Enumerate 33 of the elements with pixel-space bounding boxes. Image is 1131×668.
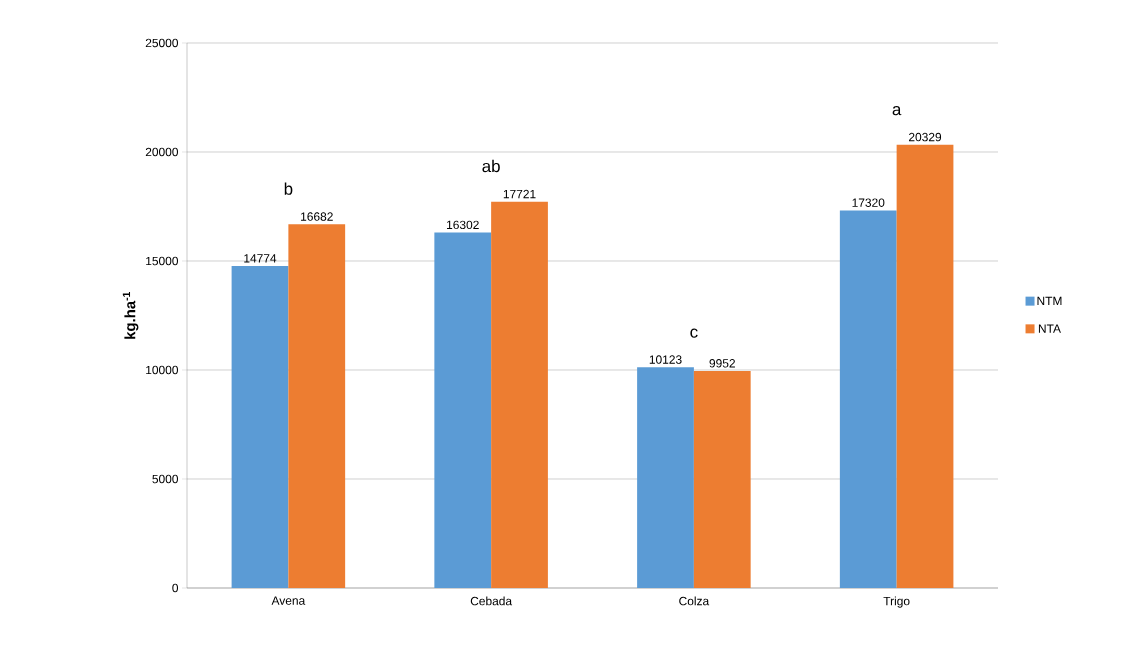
bar (491, 201, 548, 588)
data-label: 10123 (649, 355, 682, 364)
bar (839, 210, 897, 588)
bar (434, 232, 492, 588)
data-label: 16682 (301, 212, 333, 221)
x-tick-label: Avena (271, 596, 306, 605)
legend-label: NTA (1038, 324, 1061, 333)
data-label: 9952 (709, 359, 735, 368)
y-axis-title: kg.ha$^{-1}$ (122, 291, 139, 339)
legend-label: NTM (1037, 296, 1062, 306)
y-tick-label: 20000 (145, 147, 179, 157)
x-tick-label: Colza (679, 596, 710, 606)
annotation: c (690, 328, 698, 338)
x-tick-label: Trigo (883, 596, 910, 608)
y-tick-label: 10000 (146, 365, 179, 375)
data-label: 16302 (447, 220, 479, 230)
bar (637, 367, 694, 588)
y-tick-label: 15000 (146, 256, 179, 266)
annotation: a (892, 106, 902, 116)
bar (288, 224, 346, 588)
data-label: 14774 (244, 254, 277, 263)
y-tick-label: 25000 (145, 38, 179, 48)
data-label: 17320 (852, 198, 885, 207)
data-label: 17721 (503, 189, 536, 199)
data-label: 20329 (908, 132, 942, 142)
annotation: b (284, 182, 293, 195)
bar (693, 371, 751, 588)
bar (231, 265, 289, 588)
y-tick-label: 5000 (152, 474, 179, 484)
bar (896, 144, 954, 588)
annotation: ab (482, 159, 500, 173)
y-tick-label: 0 (172, 583, 179, 593)
x-tick-label: Cebada (470, 596, 513, 606)
